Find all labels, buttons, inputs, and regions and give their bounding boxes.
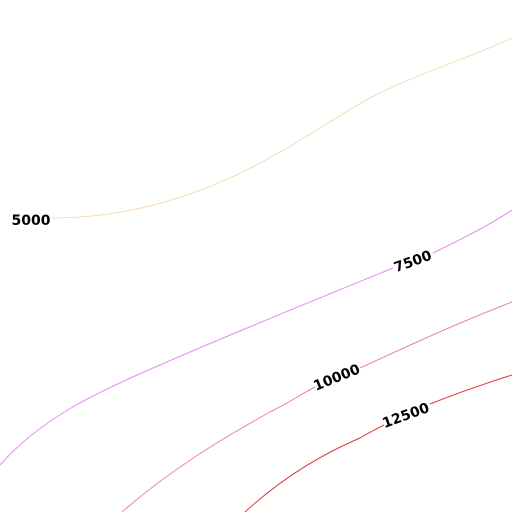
contour-line xyxy=(0,267,394,466)
contour-label: 12500 xyxy=(380,400,431,432)
contour-line xyxy=(121,386,316,512)
contour-line xyxy=(429,374,512,405)
contour-label: 7500 xyxy=(392,248,434,276)
contour-line xyxy=(244,424,385,512)
contour-label: 10000 xyxy=(311,361,362,394)
contour-line xyxy=(51,37,512,219)
contour-label: 5000 xyxy=(12,213,51,229)
contour-line xyxy=(359,301,512,369)
contour-line xyxy=(432,209,512,254)
